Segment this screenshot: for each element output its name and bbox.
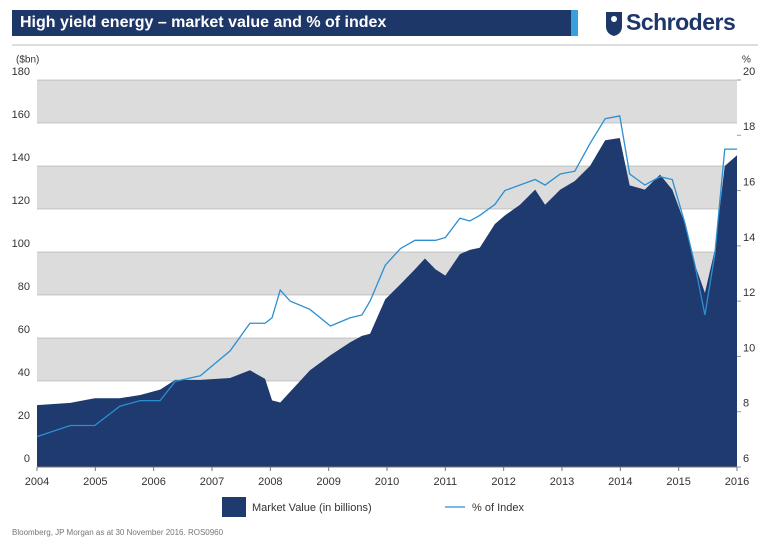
- chart-title: High yield energy – market value and % o…: [20, 14, 386, 31]
- y-tick-label: 80: [18, 281, 30, 293]
- y-axis-label: ($bn): [16, 55, 39, 66]
- area: [37, 138, 737, 468]
- logo: Schroders: [626, 9, 735, 35]
- y-tick-label: 20: [18, 410, 30, 422]
- y2-tick-label: 14: [743, 232, 755, 244]
- y2-axis-label: %: [742, 55, 751, 66]
- y-tick-label: 60: [18, 324, 30, 336]
- y-tick-label: 160: [12, 109, 30, 121]
- y2-tick-label: 20: [743, 66, 755, 78]
- y-tick-label: 120: [12, 195, 30, 207]
- y2-tick-label: 8: [743, 398, 749, 410]
- line: [36, 115, 737, 438]
- x-tick-label: 2012: [491, 476, 515, 488]
- legend-label: Market Value (in billions): [252, 502, 372, 514]
- title-accent: [571, 10, 578, 36]
- x-tick-label: 2009: [316, 476, 340, 488]
- title-bar: [12, 10, 572, 36]
- x-tick-label: 2015: [666, 476, 690, 488]
- y-tick-label: 180: [12, 66, 30, 78]
- legend-label: % of Index: [472, 502, 524, 514]
- x-tick-label: 2008: [258, 476, 282, 488]
- logo-crest: [606, 12, 622, 36]
- y-tick-label: 0: [24, 453, 30, 465]
- x-tick-label: 2016: [725, 476, 749, 488]
- y-tick-label: 100: [12, 238, 30, 250]
- x-tick-label: 2007: [200, 476, 224, 488]
- y2-tick-label: 16: [743, 176, 755, 188]
- y-tick-label: 40: [18, 367, 30, 379]
- x-tick-label: 2013: [550, 476, 574, 488]
- x-tick-label: 2010: [375, 476, 399, 488]
- y2-tick-label: 18: [743, 121, 755, 133]
- y2-tick-label: 12: [743, 287, 755, 299]
- y-tick-label: 140: [12, 152, 30, 164]
- y2-tick-label: 6: [743, 453, 749, 465]
- legend-swatch: [222, 497, 246, 517]
- x-tick-label: 2011: [434, 476, 458, 488]
- grid-band: [37, 80, 737, 123]
- x-tick-label: 2006: [141, 476, 165, 488]
- x-tick-label: 2004: [25, 476, 49, 488]
- x-tick-label: 2005: [83, 476, 107, 488]
- x-tick-label: 2014: [608, 476, 632, 488]
- source-note: Bloomberg, JP Morgan as at 30 November 2…: [12, 528, 224, 537]
- y2-tick-label: 10: [743, 342, 755, 354]
